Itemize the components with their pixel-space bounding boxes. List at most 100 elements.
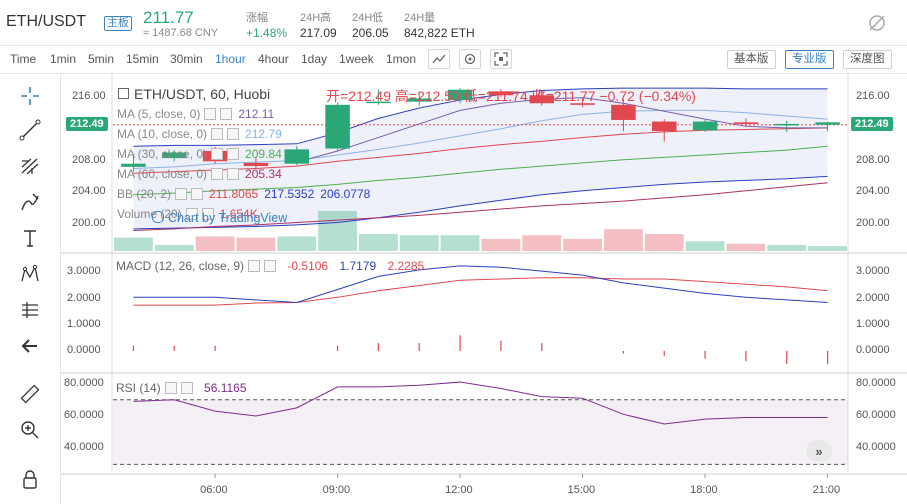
macd-axis-tick-left: 3.0000 (67, 265, 101, 278)
interval-15min[interactable]: 15min (126, 52, 159, 66)
stat-value-change: +1.48% (246, 26, 288, 40)
interval-1mon[interactable]: 1mon (386, 52, 417, 66)
zoom-in-icon[interactable] (14, 416, 46, 444)
view-basic-button[interactable]: 基本版 (727, 50, 776, 69)
indicator-close-icon[interactable] (191, 187, 204, 200)
collapse-icon[interactable] (118, 88, 129, 99)
price-axis-tick-left: 200.00 (72, 217, 106, 230)
candle-body (447, 89, 473, 101)
view-depth-button[interactable]: 深度图 (843, 50, 892, 69)
crosshair-icon[interactable] (14, 82, 46, 110)
interval-time[interactable]: Time (10, 52, 37, 66)
ruler-icon[interactable] (14, 380, 46, 408)
indicator-settings-icon[interactable] (185, 207, 198, 220)
fib-icon[interactable] (14, 152, 46, 180)
indicator-close-icon[interactable] (227, 127, 240, 140)
indicator-value: 211.8065 (209, 187, 259, 201)
board-tag: 主板 (104, 16, 132, 31)
macd-settings-icon[interactable] (248, 259, 261, 272)
trend-line-icon[interactable] (14, 116, 46, 144)
indicator-legend-row[interactable]: MA (30, close, 0) 209.84 (117, 147, 282, 161)
brush-icon[interactable] (14, 188, 46, 216)
pattern-icon[interactable] (14, 260, 46, 288)
indicator-close-icon[interactable] (227, 167, 240, 180)
rsi-label: RSI (14) (116, 381, 161, 395)
indicator-settings-icon[interactable] (204, 107, 217, 120)
ma30-line (133, 145, 828, 196)
price-axis-tick-right: 200.00 (856, 217, 890, 230)
measure-icon[interactable] (14, 296, 46, 324)
indicator-close-icon[interactable] (227, 147, 240, 160)
macd-axis-tick-right: 0.0000 (856, 343, 890, 356)
indicator-legend-row[interactable]: MA (10, close, 0) 212.79 (117, 127, 282, 141)
interval-1hour[interactable]: 1hour (215, 52, 246, 66)
candle-body (243, 162, 269, 167)
volume-bar (154, 244, 194, 251)
indicator-icon[interactable] (459, 49, 481, 69)
indicator-legend-row[interactable]: BB (20, 2) 211.8065 217.5352 206.0778 (117, 187, 370, 201)
rsi-close-icon[interactable] (180, 381, 193, 394)
price-chart[interactable] (61, 74, 907, 504)
macd-legend: MACD (12, 26, close, 9) -0.5106 1.7179 2… (116, 259, 424, 273)
ma5-line (296, 97, 828, 163)
rsi-value: 56.1165 (204, 381, 247, 395)
indicator-settings-icon[interactable] (175, 187, 188, 200)
indicator-legend-row[interactable]: MA (5, close, 0) 212.11 (117, 107, 274, 121)
indicator-label: MA (5, close, 0) (117, 107, 201, 121)
interval-1min[interactable]: 1min (50, 52, 77, 66)
symbol-name[interactable]: ETH/USDT (6, 13, 86, 30)
rsi-settings-icon[interactable] (164, 381, 177, 394)
back-arrow-icon[interactable] (14, 332, 46, 360)
candle-body (366, 101, 391, 104)
macd-dea-value: 2.2285 (387, 259, 425, 273)
macd-hist-value: -0.5106 (287, 259, 329, 273)
indicator-close-icon[interactable] (201, 207, 214, 220)
price-axis-tick-right: 204.00 (856, 185, 890, 198)
indicator-legend-row[interactable]: Volume (20) 1.654K (117, 207, 258, 221)
candle-style-icon[interactable] (428, 49, 450, 69)
interval-4hour[interactable]: 4hour (258, 52, 289, 66)
fullscreen-icon[interactable] (490, 49, 512, 69)
volume-bar (318, 211, 357, 251)
chart-title: ETH/USDT, 60, Huobi (118, 86, 270, 102)
indicator-settings-icon[interactable] (211, 147, 224, 160)
interval-1week[interactable]: 1week (339, 52, 374, 66)
time-axis-tick: 06:00 (200, 484, 228, 496)
volume-bar (114, 237, 153, 251)
rsi-line (133, 381, 828, 425)
volume-bar (277, 236, 317, 251)
chart-symbol-title: ETH/USDT, 60, Huobi (134, 86, 271, 102)
volume-bar (481, 238, 521, 251)
time-axis-tick: 15:00 (567, 484, 596, 496)
time-axis-tick: 09:00 (322, 484, 351, 496)
drawing-toolbar (0, 74, 61, 504)
interval-5min[interactable]: 5min (88, 52, 115, 66)
rsi-axis-tick-left: 40.0000 (64, 441, 104, 454)
macd-close-icon[interactable] (264, 259, 277, 272)
hide-chart-icon[interactable] (866, 12, 888, 34)
volume-bar (604, 229, 643, 251)
indicator-settings-icon[interactable] (211, 167, 224, 180)
volume-bar (359, 234, 398, 251)
lock-icon[interactable] (14, 466, 46, 494)
candle-body (121, 163, 146, 167)
view-pro-button[interactable]: 专业版 (785, 50, 834, 69)
scroll-right-button[interactable]: » (806, 440, 832, 462)
indicator-legend-row[interactable]: MA (60, close, 0) 205.34 (117, 167, 282, 181)
stat-value-low: 206.05 (352, 26, 389, 40)
rsi-band-fill (113, 399, 848, 465)
indicator-value: 1.654K (219, 207, 258, 221)
interval-30min[interactable]: 30min (170, 52, 203, 66)
indicator-label: BB (20, 2) (117, 187, 172, 201)
tradingview-link[interactable]: Chart by TradingView (152, 210, 287, 225)
interval-1day[interactable]: 1day (301, 52, 328, 66)
time-axis-tick: 21:00 (812, 484, 841, 496)
macd-label: MACD (12, 26, close, 9) (116, 259, 245, 273)
indicator-settings-icon[interactable] (211, 127, 224, 140)
indicator-value: 209.84 (245, 147, 282, 161)
macd-signal-line (133, 277, 828, 306)
text-icon[interactable] (14, 224, 46, 252)
price-axis-tick-left: 204.00 (72, 185, 106, 198)
volume-bar (685, 241, 725, 251)
indicator-close-icon[interactable] (220, 107, 233, 120)
